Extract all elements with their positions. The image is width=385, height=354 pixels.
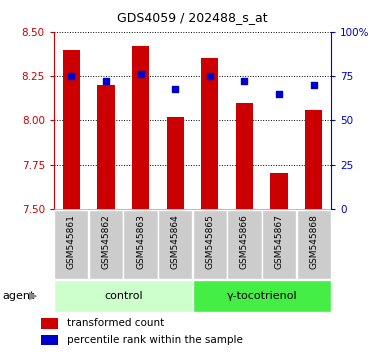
Text: GSM545864: GSM545864 (171, 215, 180, 269)
Text: agent: agent (2, 291, 34, 301)
Bar (305, 110, 323, 209)
Bar (54, 210, 88, 279)
Text: GDS4059 / 202488_s_at: GDS4059 / 202488_s_at (117, 11, 268, 24)
Bar (262, 210, 296, 279)
Bar (89, 210, 123, 279)
Bar (192, 280, 331, 312)
Bar (228, 210, 261, 279)
Point (172, 86, 178, 91)
Text: GSM545868: GSM545868 (309, 215, 318, 269)
Point (276, 91, 282, 97)
Text: percentile rank within the sample: percentile rank within the sample (67, 335, 243, 345)
Bar (297, 210, 331, 279)
Bar (201, 58, 219, 209)
Bar (40, 335, 59, 345)
Bar (167, 117, 184, 209)
Text: GSM545862: GSM545862 (101, 215, 110, 269)
Bar (62, 50, 80, 209)
Bar (54, 280, 192, 312)
Bar (97, 85, 115, 209)
Bar (124, 210, 157, 279)
Text: ▶: ▶ (29, 291, 37, 301)
Point (103, 79, 109, 84)
Point (207, 73, 213, 79)
Text: GSM545861: GSM545861 (67, 215, 76, 269)
Bar (193, 210, 227, 279)
Bar (236, 103, 253, 209)
Text: transformed count: transformed count (67, 318, 164, 328)
Text: GSM545863: GSM545863 (136, 215, 145, 269)
Point (311, 82, 317, 88)
Point (241, 79, 248, 84)
Bar (271, 173, 288, 209)
Text: GSM545866: GSM545866 (240, 215, 249, 269)
Text: γ-tocotrienol: γ-tocotrienol (226, 291, 297, 301)
Text: control: control (104, 291, 142, 301)
Point (68, 73, 74, 79)
Bar (40, 318, 59, 329)
Bar (158, 210, 192, 279)
Text: GSM545865: GSM545865 (205, 215, 214, 269)
Bar (132, 46, 149, 209)
Text: GSM545867: GSM545867 (275, 215, 284, 269)
Point (137, 72, 144, 77)
